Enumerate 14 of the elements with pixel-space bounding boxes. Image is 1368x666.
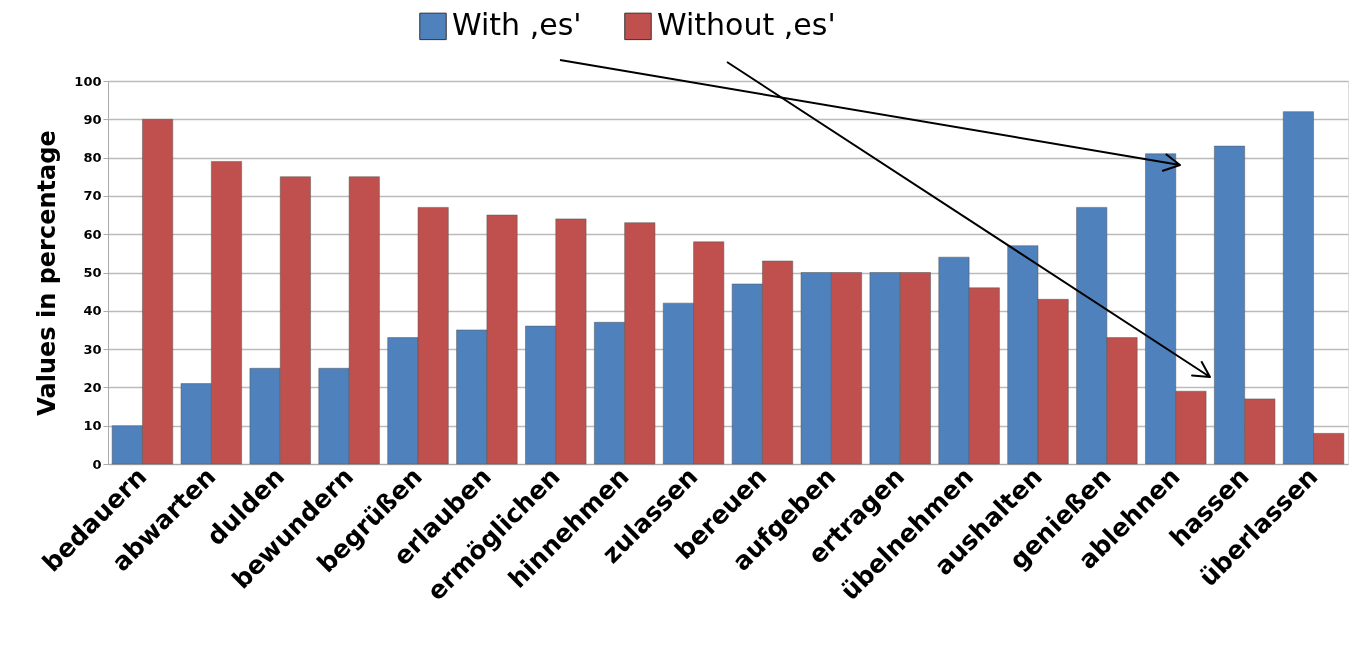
y-tick-label: 40 <box>83 303 102 319</box>
legend-label: Without ,es' <box>657 7 836 43</box>
y-axis-title: Values in percentage <box>33 130 62 416</box>
legend-label: With ,es' <box>452 7 582 43</box>
y-tick-label: 20 <box>83 379 102 395</box>
y-tick-label: 80 <box>83 150 102 166</box>
y-tick-label: 90 <box>83 111 102 127</box>
y-tick-label: 50 <box>83 265 102 280</box>
y-tick-label: 70 <box>83 188 102 204</box>
y-tick-label: 30 <box>83 341 102 357</box>
y-tick-label: 10 <box>83 418 102 434</box>
y-tick-label: 60 <box>83 226 102 242</box>
y-tick-label: 0 <box>92 456 102 472</box>
y-tick-label: 100 <box>74 73 102 89</box>
